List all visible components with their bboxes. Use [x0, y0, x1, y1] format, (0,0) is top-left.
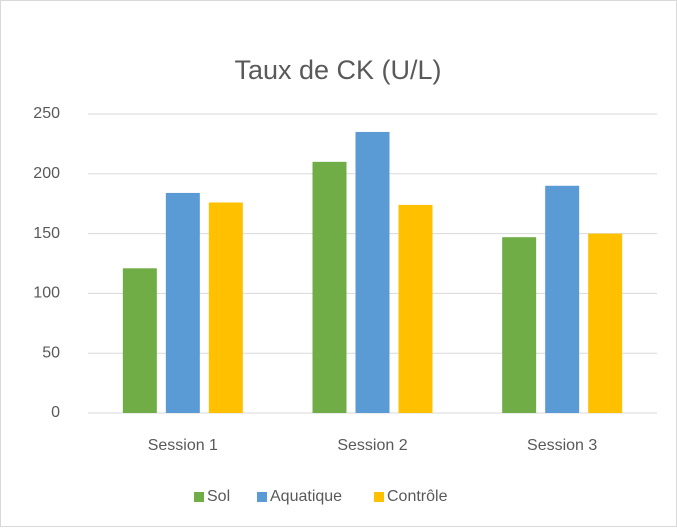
bar [398, 204, 433, 413]
y-tick-label: 100 [33, 285, 60, 302]
bar [312, 161, 347, 413]
bar [165, 192, 200, 413]
legend-swatch [374, 492, 384, 502]
y-tick-label: 50 [42, 344, 60, 361]
chart-title: Taux de CK (U/L) [234, 55, 441, 85]
x-tick-label: Session 3 [527, 437, 597, 454]
bar [545, 185, 580, 413]
y-tick-label: 150 [33, 225, 60, 242]
bar [122, 268, 157, 413]
legend-label: Aquatique [270, 488, 342, 505]
legend-swatch [257, 492, 267, 502]
bar [355, 131, 390, 413]
y-tick-label: 0 [51, 404, 60, 421]
y-tick-label: 250 [33, 105, 60, 122]
legend-label: Contrôle [387, 488, 448, 505]
y-tick-label: 200 [33, 165, 60, 182]
bar [502, 237, 537, 413]
x-tick-label: Session 2 [337, 437, 407, 454]
bar [588, 233, 623, 413]
bar [208, 202, 243, 413]
legend-swatch [194, 492, 204, 502]
x-tick-label: Session 1 [148, 437, 218, 454]
legend-label: Sol [207, 488, 230, 505]
